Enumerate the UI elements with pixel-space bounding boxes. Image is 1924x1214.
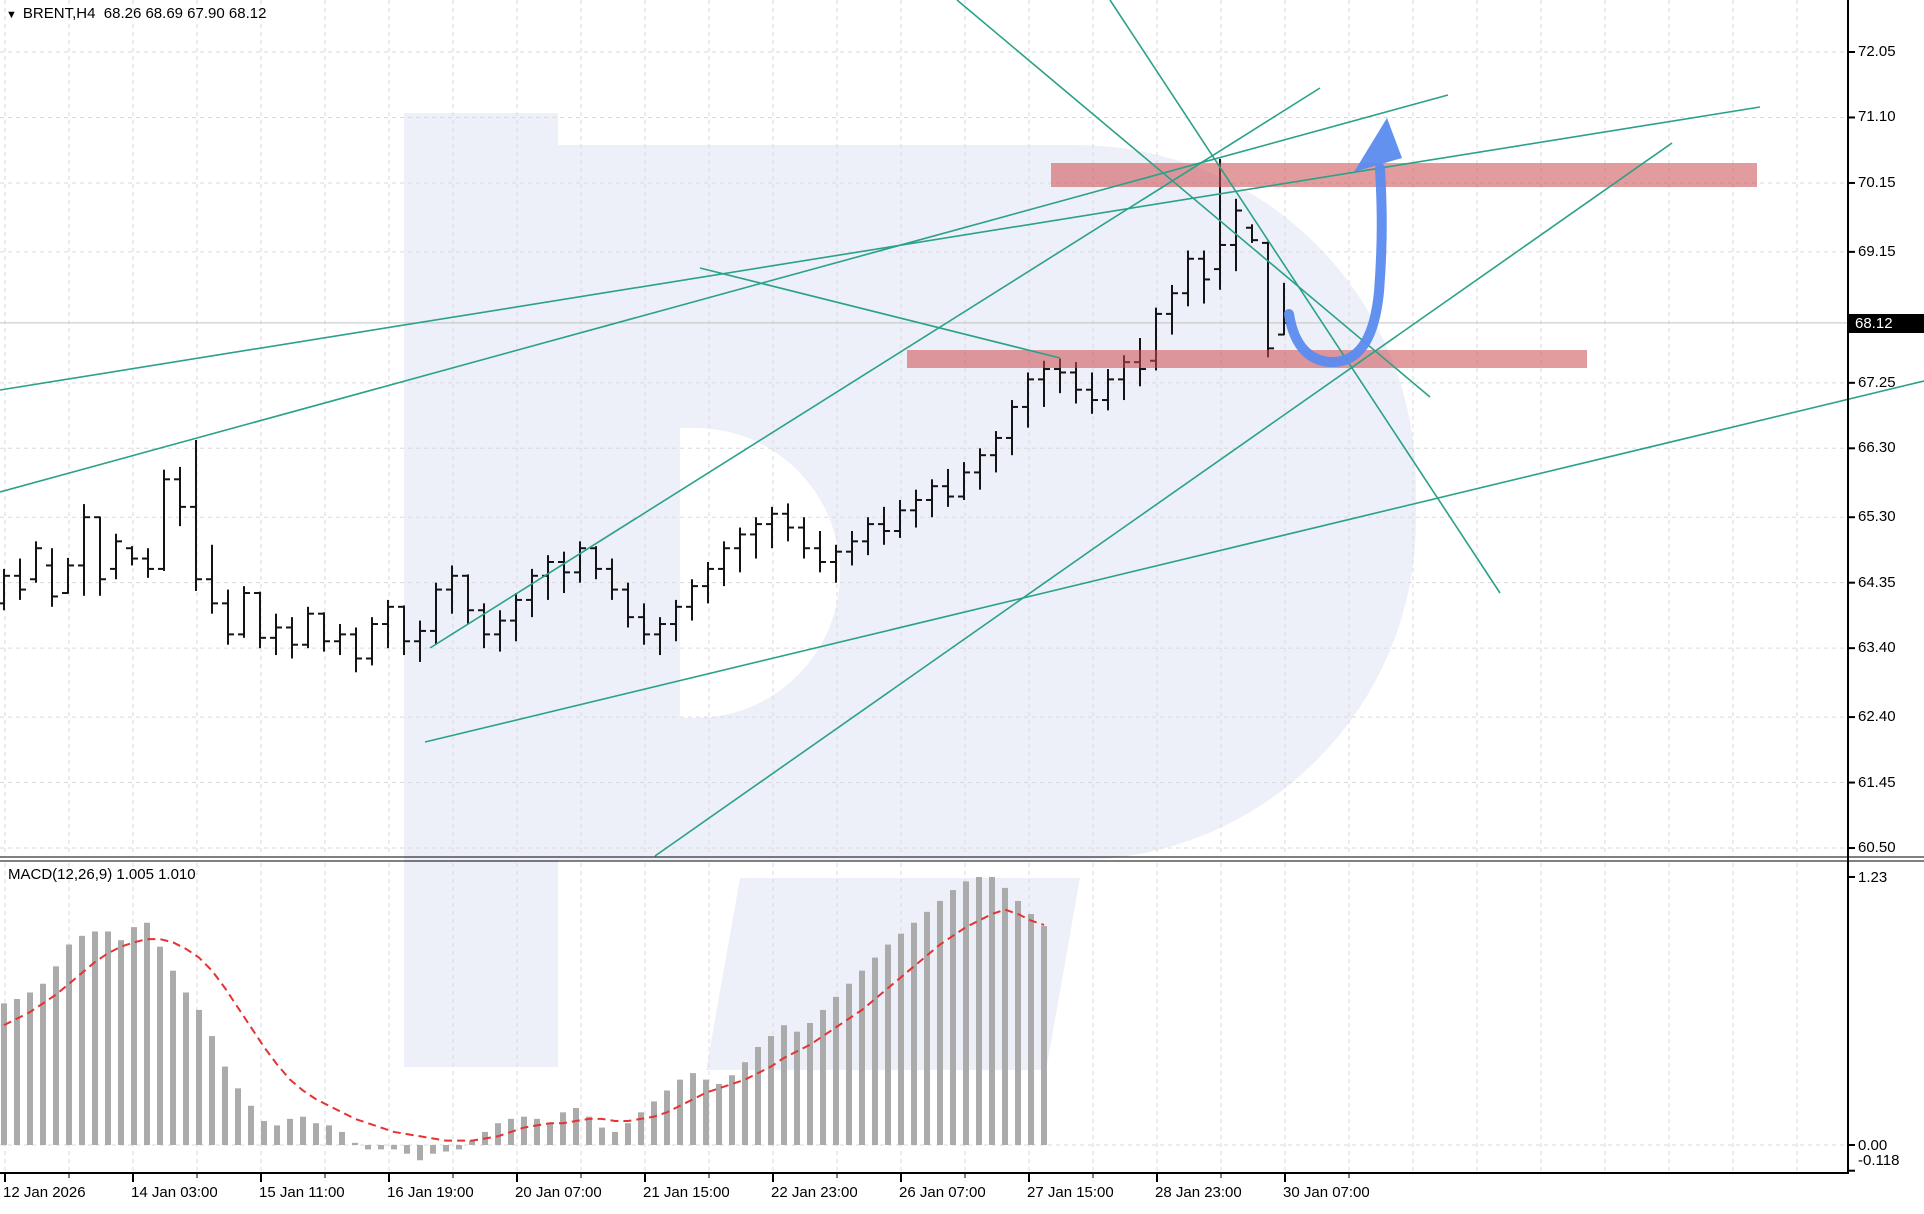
time-axis-label: 20 Jan 07:00 — [515, 1184, 602, 1201]
price-axis-label: 60.50 — [1858, 839, 1896, 857]
price-axis-label: 64.35 — [1858, 573, 1896, 591]
price-axis-label: 66.30 — [1858, 439, 1896, 457]
time-axis-label: 14 Jan 03:00 — [131, 1184, 218, 1201]
price-axis-label: 72.05 — [1858, 43, 1896, 60]
symbol-dropdown-icon[interactable]: ▼ — [6, 9, 17, 21]
time-axis-label: 28 Jan 23:00 — [1155, 1184, 1242, 1201]
time-axis-label: 30 Jan 07:00 — [1283, 1184, 1370, 1201]
macd-axis-label: -0.118 — [1858, 1152, 1900, 1169]
time-axis-label: 26 Jan 07:00 — [899, 1184, 986, 1201]
symbol-name: BRENT,H4 — [22, 5, 96, 22]
time-axis-label: 21 Jan 15:00 — [643, 1184, 730, 1201]
time-axis-label: 15 Jan 11:00 — [259, 1184, 345, 1201]
current-price-tag: 68.12 — [1849, 314, 1924, 333]
symbol-header: ▼ BRENT,H4 68.26 68.69 67.90 68.12 — [6, 5, 266, 22]
price-axis-label: 67.25 — [1858, 373, 1896, 391]
price-axis-label: 63.40 — [1858, 639, 1896, 657]
symbol-ohlc-values: 68.26 68.69 67.90 68.12 — [103, 5, 267, 22]
time-axis-label: 12 Jan 2026 — [3, 1184, 86, 1201]
price-axis-label: 71.10 — [1858, 108, 1896, 126]
macd-indicator-label: MACD(12,26,9) 1.005 1.010 — [8, 866, 196, 883]
macd-name: MACD(12,26,9) — [8, 866, 113, 883]
macd-axis-label: 1.23 — [1858, 868, 1888, 886]
price-axis-label: 65.30 — [1858, 508, 1896, 526]
macd-axis-label: 0.00 — [1858, 1137, 1888, 1154]
time-axis-label: 16 Jan 19:00 — [387, 1184, 474, 1201]
price-axis-label: 70.15 — [1858, 173, 1896, 191]
time-axis-label: 22 Jan 23:00 — [771, 1184, 858, 1201]
macd-values: 1.005 1.010 — [116, 866, 196, 883]
price-axis-label: 61.45 — [1858, 773, 1896, 791]
time-axis-label: 27 Jan 15:00 — [1027, 1184, 1114, 1201]
price-axis-label: 62.40 — [1858, 708, 1896, 726]
price-axis-label: 69.15 — [1858, 242, 1896, 260]
